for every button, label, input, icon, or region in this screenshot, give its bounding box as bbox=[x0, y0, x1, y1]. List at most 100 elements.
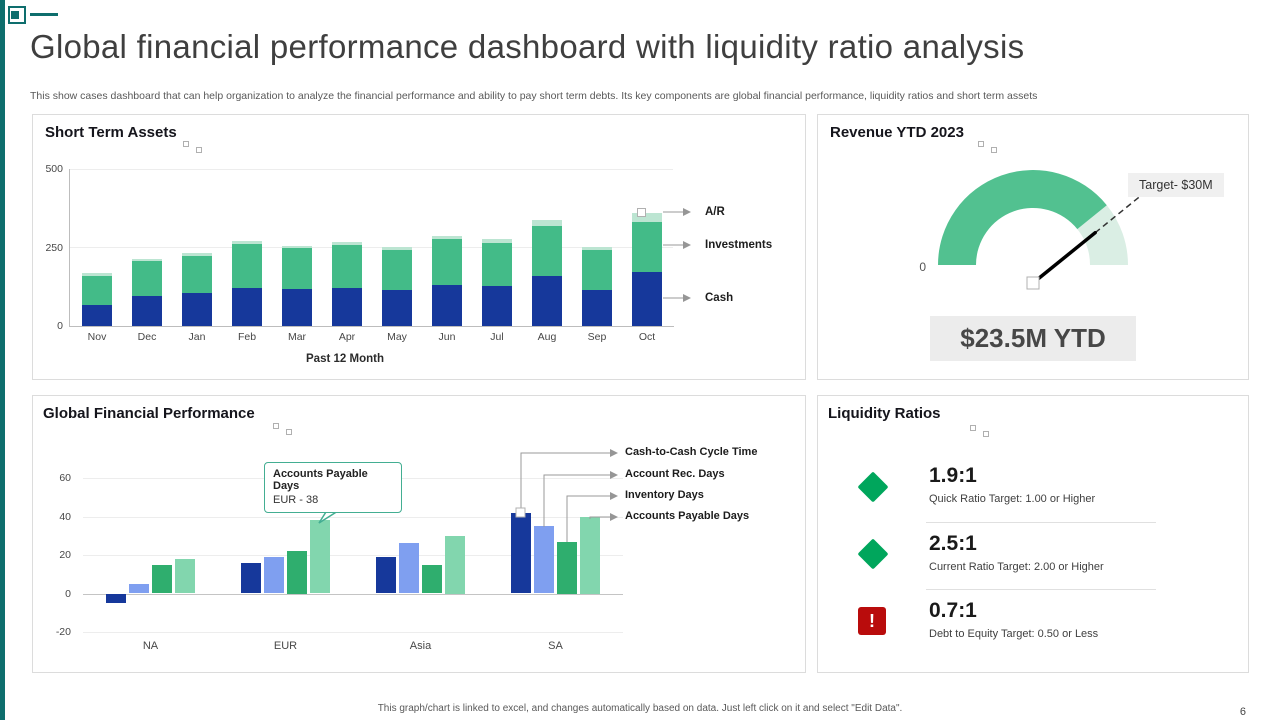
needle-pivot-handle[interactable] bbox=[1026, 276, 1040, 290]
selection-handles[interactable] bbox=[183, 141, 205, 155]
diamond-ok-icon bbox=[857, 538, 889, 570]
grouped-bar-plot[interactable] bbox=[83, 478, 623, 632]
month-label: Mar bbox=[287, 331, 307, 343]
bar-sa-cashtocashcycletime bbox=[511, 512, 531, 594]
selection-handles[interactable] bbox=[273, 423, 295, 437]
global-financial-performance-chart[interactable]: Global Financial Performance 60 40 20 0 … bbox=[32, 395, 806, 673]
region-label: SA bbox=[548, 640, 563, 652]
segment-investments bbox=[132, 261, 162, 297]
x-axis-labels: Nov Dec Jan Feb Mar Apr May Jun Jul Aug Sep Oct bbox=[70, 331, 673, 345]
bar-asia-accountspayabledays bbox=[445, 535, 465, 594]
y-tick: 20 bbox=[59, 549, 71, 561]
segment-cash bbox=[182, 293, 212, 326]
segment-cash bbox=[82, 304, 112, 326]
legend-item-investments[interactable]: Investments bbox=[663, 239, 772, 251]
segment-cash bbox=[632, 272, 662, 326]
legend-label-payable[interactable]: Accounts Payable Days bbox=[625, 510, 750, 522]
selection-handles[interactable] bbox=[978, 141, 1000, 155]
gauge-plot: 0 bbox=[919, 170, 1149, 290]
gauge-value-arc bbox=[938, 170, 1107, 265]
page-title: Global financial performance dashboard w… bbox=[30, 28, 1025, 65]
segment-ar bbox=[182, 253, 212, 256]
target-label: Target- $30M bbox=[1128, 173, 1224, 197]
legend-label: A/R bbox=[705, 206, 725, 218]
segment-ar bbox=[232, 240, 262, 244]
data-callout: Accounts Payable Days EUR - 38 bbox=[264, 462, 402, 513]
selection-handles[interactable] bbox=[970, 425, 992, 439]
segment-investments bbox=[432, 239, 462, 285]
x-axis-title: Past 12 Month bbox=[306, 353, 384, 365]
stacked-bar-dec bbox=[132, 258, 162, 326]
series-handle[interactable] bbox=[637, 208, 646, 217]
gauge-remainder-arc bbox=[1077, 205, 1128, 265]
segment-ar bbox=[132, 258, 162, 262]
gridline bbox=[70, 169, 673, 170]
ratio-value: 1.9:1 bbox=[929, 464, 977, 487]
segment-investments bbox=[332, 245, 362, 288]
gridline bbox=[83, 555, 623, 556]
month-label: Jul bbox=[490, 331, 504, 343]
legend-arrow-icon bbox=[663, 208, 691, 216]
alert-icon: ! bbox=[858, 607, 886, 635]
segment-ar bbox=[382, 247, 412, 250]
logo-line bbox=[30, 13, 58, 16]
stacked-bar-nov bbox=[82, 273, 112, 326]
panel-title: Liquidity Ratios bbox=[828, 405, 941, 422]
gridline bbox=[70, 247, 673, 248]
divider bbox=[926, 589, 1156, 590]
page-number: 6 bbox=[1239, 706, 1246, 718]
month-label: Oct bbox=[638, 331, 656, 343]
bar-eur-cashtocashcycletime bbox=[241, 562, 261, 594]
legend-item-ar[interactable]: A/R bbox=[663, 206, 725, 218]
bar-sa-accountspayabledays bbox=[580, 516, 600, 594]
segment-ar bbox=[282, 245, 312, 249]
month-label: May bbox=[387, 331, 407, 343]
y-tick: 500 bbox=[45, 163, 63, 175]
legend-item-cash[interactable]: Cash bbox=[663, 292, 733, 304]
chart-title: Revenue YTD 2023 bbox=[830, 124, 964, 141]
ratio-target: Debt to Equity Target: 0.50 or Less bbox=[929, 628, 1099, 640]
liquidity-ratios-panel[interactable]: Liquidity Ratios 1.9:1 Quick Ratio Targe… bbox=[817, 395, 1249, 673]
bar-na-accountspayabledays bbox=[175, 558, 195, 594]
bar-eur-accountrecdays bbox=[264, 556, 284, 594]
legend-label-cash-to-cash[interactable]: Cash-to-Cash Cycle Time bbox=[625, 446, 758, 458]
legend-label-account-rec[interactable]: Account Rec. Days bbox=[625, 468, 725, 480]
stacked-bar-may bbox=[382, 247, 412, 326]
ratio-value: 0.7:1 bbox=[929, 599, 977, 622]
stacked-bar-plot[interactable] bbox=[70, 169, 673, 326]
segment-investments bbox=[632, 221, 662, 272]
segment-investments bbox=[382, 249, 412, 290]
ytd-value: $23.5M YTD bbox=[930, 316, 1136, 361]
month-label: Nov bbox=[87, 331, 107, 343]
y-tick: 250 bbox=[45, 242, 63, 254]
bar-asia-accountrecdays bbox=[399, 543, 419, 594]
segment-cash bbox=[332, 287, 362, 326]
region-label: NA bbox=[142, 640, 159, 652]
stacked-bar-feb bbox=[232, 240, 262, 326]
legend-label: Cash bbox=[705, 292, 734, 304]
legend-label-inventory[interactable]: Inventory Days bbox=[625, 489, 704, 501]
segment-ar bbox=[432, 236, 462, 240]
bar-na-accountrecdays bbox=[129, 583, 149, 594]
stacked-bar-jan bbox=[182, 253, 212, 326]
stacked-bar-jul bbox=[482, 239, 512, 326]
legend-arrow-icon bbox=[663, 241, 691, 249]
revenue-gauge-chart[interactable]: Revenue YTD 2023 0 Target- $30M $23.5M Y… bbox=[817, 114, 1249, 380]
x-axis-labels: NA EUR Asia SA bbox=[83, 640, 623, 654]
stacked-bar-aug bbox=[532, 219, 562, 326]
segment-cash bbox=[232, 287, 262, 326]
short-term-assets-chart[interactable]: Short Term Assets 500 250 0 Nov Dec Jan Feb… bbox=[32, 114, 806, 380]
y-axis bbox=[69, 169, 70, 326]
footer-note: This graph/chart is linked to excel, and… bbox=[377, 703, 903, 714]
segment-investments bbox=[282, 248, 312, 289]
stacked-bar-sep bbox=[582, 247, 612, 326]
stacked-bar-apr bbox=[332, 242, 362, 326]
legend-arrow-icon bbox=[663, 294, 691, 302]
month-label: Apr bbox=[338, 331, 356, 343]
bar-asia-cashtocashcycletime bbox=[376, 556, 396, 594]
diamond-ok-icon bbox=[857, 471, 889, 503]
segment-cash bbox=[582, 289, 612, 326]
y-tick: 60 bbox=[59, 472, 71, 484]
ratio-target: Current Ratio Target: 2.00 or Higher bbox=[929, 561, 1104, 573]
bar-sa-inventorydays bbox=[557, 541, 577, 594]
